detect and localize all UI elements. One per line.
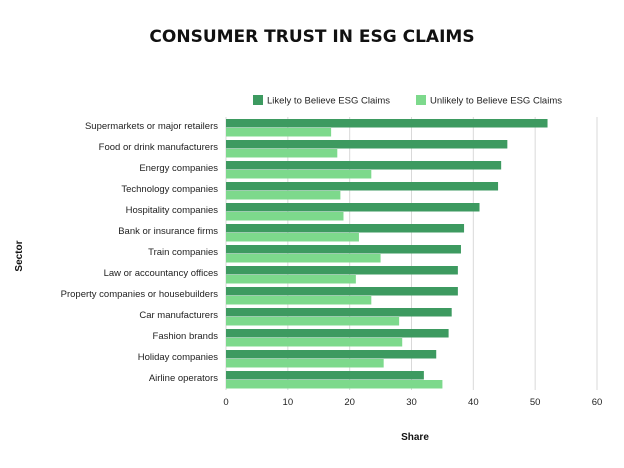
- y-tick-label: Bank or insurance firms: [118, 226, 218, 237]
- bar-unlikely: [226, 380, 443, 389]
- x-tick-label: 40: [468, 397, 479, 408]
- bar-likely: [226, 119, 548, 128]
- bar-likely: [226, 245, 461, 254]
- bar-unlikely: [226, 296, 372, 305]
- bar-unlikely: [226, 359, 384, 368]
- y-tick-label: Supermarkets or major retailers: [85, 121, 218, 132]
- legend-label-likely: Likely to Believe ESG Claims: [267, 96, 390, 107]
- y-tick-label: Holiday companies: [138, 352, 219, 363]
- bar-likely: [226, 224, 465, 233]
- bar-unlikely: [226, 149, 338, 158]
- y-tick-label: Fashion brands: [153, 331, 219, 342]
- bar-unlikely: [226, 317, 400, 326]
- bar-likely: [226, 140, 508, 149]
- y-tick-label: Airline operators: [149, 373, 218, 384]
- y-tick-label: Property companies or housebuilders: [61, 289, 219, 300]
- x-tick-label: 10: [283, 397, 294, 408]
- bar-unlikely: [226, 212, 344, 221]
- bar-likely: [226, 371, 424, 380]
- bar-likely: [226, 329, 449, 338]
- x-tick-label: 50: [530, 397, 541, 408]
- y-tick-label: Food or drink manufacturers: [99, 142, 219, 153]
- bar-unlikely: [226, 128, 332, 137]
- x-tick-label: 20: [344, 397, 355, 408]
- y-tick-label: Technology companies: [121, 184, 218, 195]
- bar-unlikely: [226, 170, 372, 179]
- legend-swatch-unlikely: [416, 95, 426, 105]
- y-tick-label: Car manufacturers: [139, 310, 218, 321]
- bars: [226, 119, 548, 389]
- legend-swatch-likely: [253, 95, 263, 105]
- legend-label-unlikely: Unlikely to Believe ESG Claims: [430, 96, 562, 107]
- x-tick-labels: 0 10 20 30 40 50 60: [223, 397, 602, 408]
- bar-likely: [226, 182, 499, 191]
- bar-likely: [226, 161, 502, 170]
- y-tick-label: Law or accountancy offices: [104, 268, 219, 279]
- bar-unlikely: [226, 254, 381, 263]
- x-tick-label: 0: [223, 397, 228, 408]
- bar-likely: [226, 203, 480, 212]
- x-tick-label: 60: [592, 397, 603, 408]
- y-tick-label: Train companies: [148, 247, 218, 258]
- bar-unlikely: [226, 275, 356, 284]
- chart-title: CONSUMER TRUST IN ESG CLAIMS: [149, 27, 474, 47]
- bar-unlikely: [226, 191, 341, 200]
- x-tick-label: 30: [406, 397, 417, 408]
- bar-likely: [226, 350, 437, 359]
- legend: Likely to Believe ESG Claims Unlikely to…: [253, 95, 562, 107]
- bar-unlikely: [226, 338, 403, 347]
- bar-likely: [226, 308, 452, 317]
- x-axis-title: Share: [401, 432, 429, 443]
- y-tick-label: Hospitality companies: [126, 205, 219, 216]
- y-axis-title: Sector: [14, 240, 25, 271]
- bar-likely: [226, 287, 458, 296]
- y-tick-label: Energy companies: [139, 163, 218, 174]
- bar-unlikely: [226, 233, 359, 242]
- y-tick-labels: Supermarkets or major retailers Food or d…: [61, 121, 219, 384]
- bar-likely: [226, 266, 458, 275]
